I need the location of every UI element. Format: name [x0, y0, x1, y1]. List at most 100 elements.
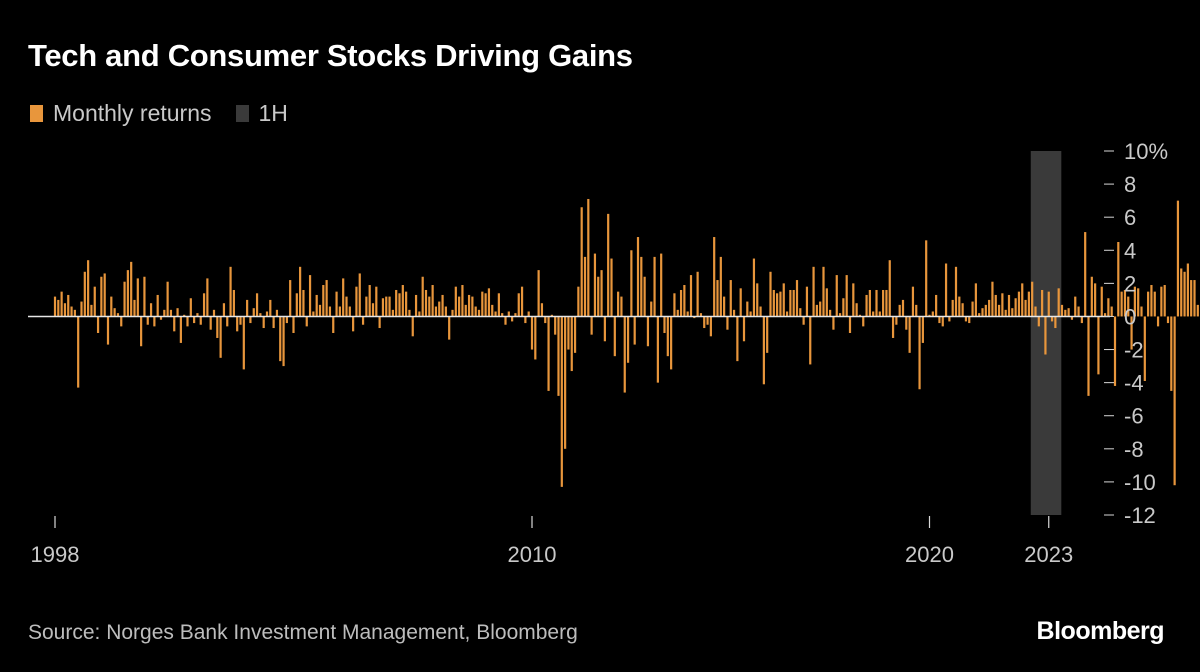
bar-monthly-return — [994, 294, 997, 317]
bar-monthly-return — [1031, 281, 1034, 317]
bar-monthly-return — [878, 311, 881, 317]
bar-monthly-return — [474, 306, 477, 317]
bar-monthly-return — [802, 316, 805, 325]
bar-monthly-return — [537, 270, 540, 317]
bar-monthly-return — [444, 306, 447, 317]
bar-monthly-return — [1123, 289, 1127, 317]
bar-monthly-return — [898, 304, 901, 317]
source-note: Source: Norges Bank Investment Managemen… — [28, 621, 578, 644]
bar-monthly-return — [809, 316, 812, 365]
bar-monthly-return — [1137, 288, 1140, 317]
bar-monthly-return — [272, 316, 275, 329]
bar-monthly-return — [57, 299, 60, 317]
bar-monthly-return — [1060, 304, 1064, 317]
bar-monthly-return — [799, 308, 802, 317]
bar-monthly-return — [517, 293, 520, 317]
bar-monthly-return — [872, 311, 875, 317]
bar-monthly-return — [186, 316, 189, 327]
bar-monthly-return — [259, 313, 262, 317]
bar-monthly-return — [981, 308, 984, 317]
bar-monthly-return — [302, 289, 305, 317]
bar-monthly-return — [660, 253, 663, 317]
bar-monthly-return — [352, 316, 355, 332]
bar-monthly-return — [829, 309, 832, 317]
bar-monthly-return — [918, 316, 921, 390]
bar-monthly-return — [1190, 280, 1193, 317]
bar-monthly-return — [1007, 294, 1011, 317]
bar-monthly-return — [554, 316, 557, 335]
bar-monthly-return — [974, 283, 977, 317]
bar-monthly-return — [87, 260, 90, 317]
bar-monthly-return — [1084, 232, 1087, 317]
bar-monthly-return — [414, 294, 418, 317]
bar-monthly-return — [305, 316, 308, 327]
bar-monthly-return — [236, 316, 239, 332]
bar-monthly-return — [80, 301, 83, 317]
bar-monthly-return — [885, 289, 888, 317]
bar-monthly-return — [679, 289, 683, 317]
bar-monthly-return — [752, 258, 756, 317]
bar-monthly-return — [1100, 286, 1103, 317]
bar-monthly-return — [338, 306, 341, 317]
bar-monthly-return — [199, 316, 202, 325]
bar-monthly-return — [921, 316, 924, 343]
bar-monthly-return — [332, 316, 335, 333]
bar-monthly-return — [153, 316, 156, 327]
bar-monthly-return — [686, 311, 689, 317]
bar-monthly-return — [173, 316, 176, 332]
bar-monthly-return — [458, 296, 461, 317]
bar-monthly-return — [1160, 286, 1163, 317]
bar-monthly-return — [600, 270, 603, 317]
bar-monthly-return — [1120, 291, 1123, 317]
y-tick-label: 10% — [1124, 139, 1168, 164]
bar-monthly-return — [630, 250, 633, 317]
bar-monthly-return — [560, 316, 563, 487]
bar-monthly-return — [438, 301, 441, 317]
bar-monthly-return — [908, 316, 911, 353]
bar-monthly-return — [855, 303, 858, 317]
bar-monthly-return — [1186, 263, 1189, 317]
y-tick-label: 6 — [1124, 205, 1136, 230]
bar-monthly-return — [696, 271, 699, 317]
bar-monthly-return — [1011, 308, 1014, 317]
bar-monthly-return — [785, 311, 789, 317]
bar-monthly-return — [626, 316, 630, 363]
bar-monthly-return — [242, 316, 245, 370]
bar-monthly-return — [96, 316, 100, 333]
bar-monthly-return — [1064, 309, 1067, 317]
bar-monthly-return — [1103, 313, 1107, 317]
bar-monthly-return — [739, 288, 742, 317]
bar-monthly-return — [106, 316, 110, 345]
bar-monthly-return — [951, 299, 954, 317]
bar-monthly-return — [544, 316, 547, 324]
bar-monthly-return — [216, 316, 219, 338]
bar-monthly-return — [249, 316, 252, 324]
bar-monthly-return — [719, 256, 722, 317]
bar-monthly-return — [891, 316, 895, 338]
bar-monthly-return — [514, 313, 517, 317]
y-tick-label: -10 — [1124, 470, 1156, 495]
bar-monthly-return — [534, 316, 537, 360]
bar-monthly-return — [689, 275, 693, 317]
bar-monthly-return — [1027, 291, 1030, 317]
bar-monthly-return — [381, 298, 385, 317]
bar-monthly-return — [1021, 283, 1024, 317]
x-tick-label: 1998 — [31, 542, 80, 567]
bar-monthly-return — [1173, 316, 1176, 486]
bar-monthly-return — [222, 303, 226, 317]
bar-monthly-return — [511, 316, 514, 322]
bar-monthly-return — [358, 273, 361, 317]
bar-monthly-return — [941, 316, 944, 327]
bar-monthly-return — [527, 311, 530, 317]
bar-monthly-return — [461, 285, 464, 317]
bar-monthly-return — [593, 253, 597, 317]
bar-monthly-return — [676, 309, 679, 317]
bar-monthly-return — [1037, 316, 1040, 327]
bar-monthly-return — [723, 296, 726, 317]
bar-monthly-return — [378, 316, 381, 329]
bar-monthly-return — [477, 309, 481, 317]
bar-monthly-return — [968, 316, 971, 324]
legend-label-monthly-returns: Monthly returns — [53, 100, 212, 126]
bar-monthly-return — [289, 280, 292, 317]
bar-monthly-return — [666, 316, 669, 357]
